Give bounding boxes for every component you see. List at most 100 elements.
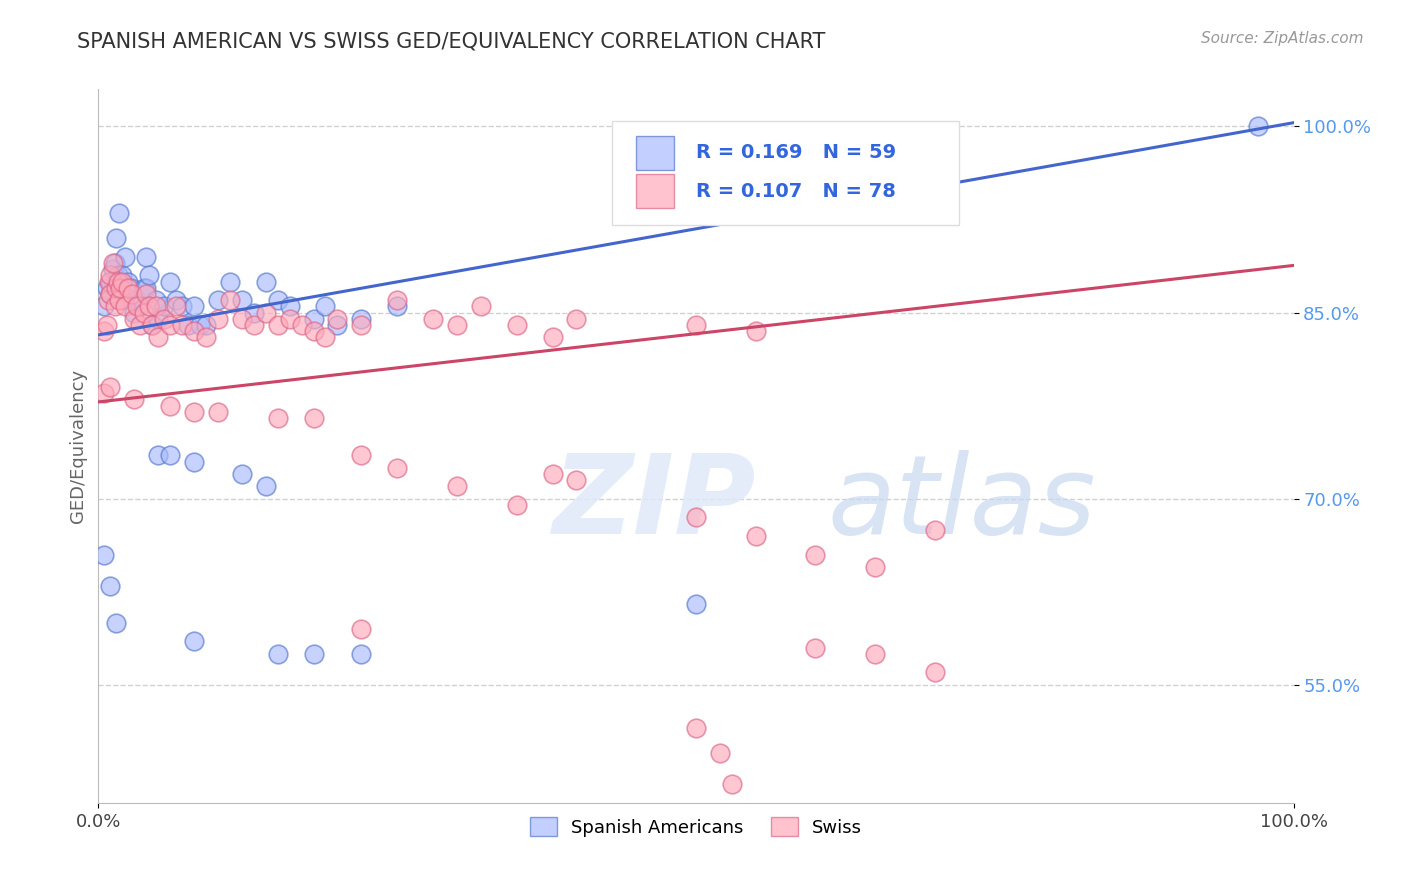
Point [121, 287, 143, 301]
Point [114, 250, 136, 264]
Point [231, 293, 253, 308]
Point [565, 311, 588, 326]
Point [302, 311, 325, 326]
Point [291, 318, 314, 332]
Point [129, 299, 152, 313]
Point [96, 281, 118, 295]
Point [315, 330, 337, 344]
Point [350, 311, 373, 326]
Point [153, 311, 176, 326]
Point [98, 287, 122, 301]
Point [207, 405, 229, 419]
Point [98, 268, 122, 283]
Text: SPANISH AMERICAN VS SWISS GED/EQUIVALENCY CORRELATION CHART: SPANISH AMERICAN VS SWISS GED/EQUIVALENC… [77, 31, 825, 51]
Point [315, 299, 337, 313]
Point [685, 597, 707, 611]
Point [1247, 120, 1270, 134]
Point [865, 647, 887, 661]
Point [326, 311, 349, 326]
Point [145, 299, 167, 313]
Point [120, 281, 142, 295]
Point [159, 448, 181, 462]
Y-axis label: GED/Equivalency: GED/Equivalency [69, 369, 87, 523]
Point [125, 293, 148, 308]
Point [111, 293, 134, 308]
Point [219, 275, 242, 289]
Point [278, 299, 301, 313]
Point [107, 293, 129, 308]
Point [685, 722, 707, 736]
FancyBboxPatch shape [637, 174, 675, 209]
Point [267, 647, 290, 661]
Point [124, 311, 146, 326]
FancyBboxPatch shape [637, 136, 675, 169]
Point [446, 479, 468, 493]
Point [114, 299, 136, 313]
Point [385, 299, 409, 313]
Point [302, 647, 325, 661]
Point [153, 299, 176, 313]
Point [117, 281, 139, 295]
Point [172, 318, 194, 332]
Point [541, 330, 564, 344]
Text: atlas: atlas [827, 450, 1097, 557]
Point [254, 275, 277, 289]
Point [138, 299, 160, 313]
Point [231, 467, 253, 481]
Point [446, 318, 468, 332]
Point [124, 392, 146, 407]
Text: ZIP: ZIP [553, 450, 756, 557]
Text: Source: ZipAtlas.com: Source: ZipAtlas.com [1201, 31, 1364, 46]
Point [219, 293, 242, 308]
Point [745, 529, 768, 543]
Point [385, 460, 409, 475]
Point [165, 299, 187, 313]
Point [93, 299, 115, 313]
Point [148, 311, 170, 326]
Point [721, 777, 744, 791]
Point [148, 448, 170, 462]
Point [326, 318, 349, 332]
Point [470, 299, 492, 313]
FancyBboxPatch shape [613, 121, 959, 225]
Point [111, 275, 134, 289]
Point [108, 275, 131, 289]
Point [195, 330, 218, 344]
Point [709, 746, 731, 760]
Point [924, 523, 946, 537]
Point [159, 275, 181, 289]
Point [422, 311, 444, 326]
Point [125, 299, 148, 313]
Point [104, 256, 127, 270]
Point [135, 281, 157, 295]
Point [172, 299, 194, 313]
Point [98, 579, 122, 593]
Point [135, 250, 157, 264]
Point [267, 411, 290, 425]
Point [506, 498, 529, 512]
Text: R = 0.107   N = 78: R = 0.107 N = 78 [696, 182, 896, 201]
Point [93, 386, 115, 401]
Point [183, 405, 205, 419]
Point [541, 467, 564, 481]
Point [207, 293, 229, 308]
Point [565, 473, 588, 487]
Point [183, 299, 205, 313]
Point [350, 647, 373, 661]
Point [267, 318, 290, 332]
Point [254, 305, 277, 319]
Text: R = 0.169   N = 59: R = 0.169 N = 59 [696, 144, 896, 162]
Point [177, 318, 200, 332]
Point [107, 206, 129, 220]
Point [188, 318, 211, 332]
Point [506, 318, 529, 332]
Point [111, 268, 134, 283]
Point [98, 275, 122, 289]
Point [165, 293, 187, 308]
Point [183, 324, 205, 338]
Point [93, 548, 115, 562]
Point [97, 293, 120, 308]
Point [105, 231, 128, 245]
Point [231, 311, 253, 326]
Point [924, 665, 946, 680]
